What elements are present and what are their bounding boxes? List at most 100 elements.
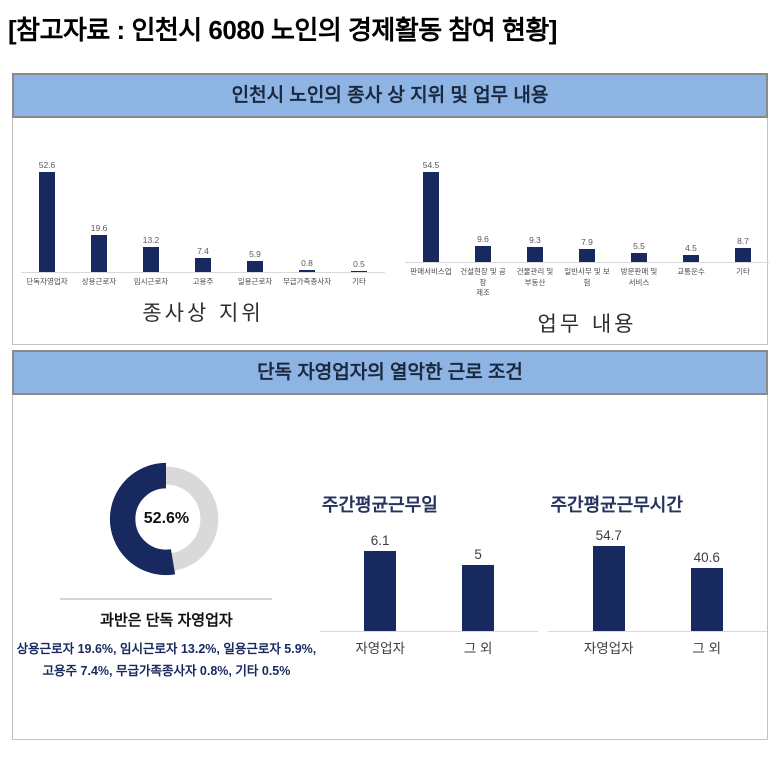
- bar: [475, 246, 491, 262]
- chart-plot-area: 6.1 5: [319, 527, 539, 632]
- bar: [579, 248, 595, 262]
- bar-column: 5: [429, 547, 527, 631]
- bar-category-label: 무급가족종사자: [282, 277, 332, 286]
- bar-category-label: 건물관리 및 부동산: [516, 267, 554, 287]
- bar-column: 5.9: [229, 249, 281, 272]
- bar: [690, 567, 723, 631]
- donut-footnote: 상용근로자 19.6%, 임시근로자 13.2%, 일용근로자 5.9%, 고용…: [17, 639, 317, 683]
- bar-category-label: 일반사무 및 보험: [564, 267, 610, 287]
- chart-title-weekly-workhours: 주간평균근무시간: [550, 495, 683, 515]
- bar: [364, 551, 397, 631]
- axis-title-work-content: 업무 내용: [537, 311, 637, 336]
- bar-category-label: 교통운수: [677, 267, 705, 276]
- bar-chart-work-content: 54.5 9.6 9.3 7.9 5.5 4.5 8.7 판매서비스업 건설현장 및 공장 제…: [405, 155, 769, 344]
- chart-category-axis: 자영업자 그 외: [320, 632, 539, 659]
- bar-column: 40.6: [658, 550, 756, 631]
- bar-category-label: 기타: [736, 267, 750, 276]
- bar-category-label: 판매서비스업: [410, 267, 452, 276]
- axis-title-employment-status: 종사상 지위: [142, 300, 264, 325]
- donut-chart-block: 52.6% 과반은 단독 자영업자 상용근로자 19.6%, 임시근로자 13.…: [13, 395, 320, 739]
- bar-column: 52.6: [21, 160, 73, 272]
- section-status-and-work: 인천시 노인의 종사 상 지위 및 업무 내용 52.6 19.6 13.2 7.4 5…: [12, 73, 769, 345]
- bar: [462, 565, 495, 631]
- chart-category-axis: 판매서비스업 건설현장 및 공장 제조 건물관리 및 부동산 일반사무 및 보험 방문판…: [405, 263, 769, 299]
- section2-body: 52.6% 과반은 단독 자영업자 상용근로자 19.6%, 임시근로자 13.…: [12, 395, 768, 740]
- section-working-conditions: 단독 자영업자의 열악한 근로 조건 52.6% 과반은 단독 자영업자 상용근…: [12, 350, 768, 740]
- bar-category-label: 임시근로자: [133, 277, 169, 286]
- bar-value-label: 7.4: [197, 245, 209, 256]
- bar: [631, 252, 647, 262]
- bar-chart-weekly-workhours: 주간평균근무시간 54.7 40.6 자영업자 그 외: [548, 395, 767, 739]
- bar-value-label: 13.2: [142, 234, 160, 245]
- bar: [247, 260, 263, 272]
- bar: [91, 234, 107, 272]
- donut-main-slice: [110, 462, 223, 576]
- donut-rings: [110, 462, 223, 576]
- bar-value-label: 54.5: [422, 160, 440, 170]
- bar-column: 0.8: [281, 258, 333, 272]
- chart-plot-area: 54.5 9.6 9.3 7.9 5.5 4.5 8.7: [405, 155, 769, 263]
- footnote-line-2: 고용주 7.4%, 무급가족종사자 0.8%, 기타 0.5%: [42, 663, 291, 678]
- bar-chart-weekly-workdays: 주간평균근무일 6.1 5 자영업자 그 외: [319, 395, 539, 739]
- donut-chart: 52.6%: [100, 453, 232, 585]
- bar-category-label: 방문판매 및 서비스: [620, 267, 658, 287]
- bar: [299, 270, 315, 272]
- bar-column: 9.3: [509, 235, 561, 262]
- bar-category-label: 그 외: [692, 641, 722, 656]
- bar-column: 54.5: [405, 160, 457, 262]
- divider-line: [60, 598, 273, 600]
- bar-category-label: 건설현장 및 공장 제조: [460, 267, 506, 297]
- bar-value-label: 52.6: [38, 160, 56, 170]
- bar: [39, 172, 55, 272]
- bar-category-label: 기타: [352, 277, 366, 286]
- bar-column: 7.9: [561, 237, 613, 262]
- donut-caption: 과반은 단독 자영업자: [100, 612, 233, 629]
- bar-column: 8.7: [717, 236, 769, 262]
- bar-value-label: 40.6: [693, 549, 720, 565]
- bar-category-label: 단독자영업자: [26, 277, 68, 286]
- bar-column: 6.1: [331, 533, 429, 631]
- section1-header: 인천시 노인의 종사 상 지위 및 업무 내용: [12, 73, 768, 118]
- bar-value-label: 5.5: [633, 240, 645, 251]
- bar-column: 54.7: [560, 528, 658, 631]
- bar: [592, 546, 625, 631]
- bar-column: 19.6: [73, 223, 125, 272]
- bar-value-label: 9.3: [529, 234, 541, 245]
- page-title: [참고자료 : 인천시 6080 노인의 경제활동 참여 현황]: [8, 15, 557, 45]
- bar-category-label: 일용근로자: [237, 277, 273, 286]
- section2-header: 단독 자영업자의 열악한 근로 조건: [12, 350, 768, 395]
- bar-value-label: 5.9: [249, 248, 261, 259]
- bar-category-label: 자영업자: [583, 641, 634, 656]
- bar-value-label: 6.1: [370, 533, 390, 548]
- bar-column: 0.5: [333, 259, 385, 272]
- bar-column: 4.5: [665, 243, 717, 262]
- chart-title-weekly-workdays: 주간평균근무일: [321, 495, 438, 515]
- chart-plot-area: 52.6 19.6 13.2 7.4 5.9 0.8 0.5: [21, 155, 385, 273]
- bar-column: 13.2: [125, 235, 177, 272]
- bar: [351, 271, 367, 272]
- donut-center-value: 52.6%: [143, 510, 190, 527]
- bar-value-label: 7.9: [581, 236, 593, 247]
- bar: [143, 246, 159, 272]
- bar-category-label: 그 외: [463, 641, 493, 656]
- chart-category-axis: 자영업자 그 외: [548, 632, 767, 659]
- bar: [683, 254, 699, 262]
- bar-value-label: 8.7: [737, 235, 749, 246]
- bar-category-label: 고용주: [192, 277, 214, 286]
- bar-value-label: 9.6: [477, 234, 489, 245]
- chart-plot-area: 54.7 40.6: [548, 527, 767, 632]
- bar-value-label: 19.6: [90, 222, 108, 233]
- bar: [195, 257, 211, 272]
- section1-body: 52.6 19.6 13.2 7.4 5.9 0.8 0.5 단독자영업자 상용근로자 임시근로…: [12, 118, 769, 345]
- bar-value-label: 0.5: [353, 259, 365, 269]
- bar: [527, 246, 543, 262]
- bar-column: 5.5: [613, 241, 665, 262]
- bar-column: 7.4: [177, 246, 229, 272]
- bar-value-label: 54.7: [595, 528, 622, 543]
- bar-category-label: 자영업자: [355, 641, 406, 656]
- bar: [735, 247, 751, 262]
- bar-value-label: 4.5: [685, 242, 697, 253]
- bar-value-label: 0.8: [301, 258, 313, 269]
- bar-chart-employment-status: 52.6 19.6 13.2 7.4 5.9 0.8 0.5 단독자영업자 상용근로자 임시근로…: [21, 155, 385, 344]
